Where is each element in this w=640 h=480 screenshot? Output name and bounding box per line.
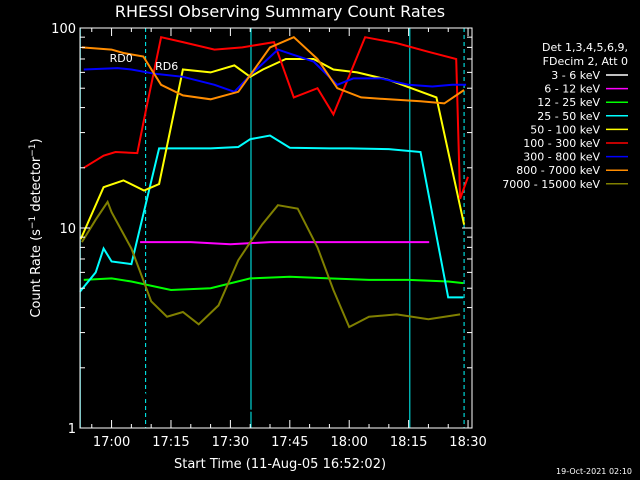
series-line-8: [81, 199, 461, 329]
legend-label-3: 25 - 50 keV: [537, 110, 600, 123]
legend-label-4: 50 - 100 keV: [530, 123, 600, 136]
legend: Det 1,3,4,5,6,9,FDecim 2, Att 03 - 6 keV…: [502, 41, 628, 191]
legend-header-1: FDecim 2, Att 0: [543, 55, 628, 68]
svg-text:Count Rate (s−1 detector−1): Count Rate (s−1 detector−1): [28, 138, 44, 317]
plot-area: RD0 RD6: [79, 28, 469, 428]
x-tick-label-6: 18:30: [449, 435, 486, 450]
chart-title: RHESSI Observing Summary Count Rates: [115, 2, 445, 21]
x-tick-label-0: 17:00: [93, 435, 130, 450]
x-tick-label-3: 17:45: [271, 435, 308, 450]
y-axis-label-end: ): [29, 138, 44, 143]
x-tick-label-5: 18:15: [390, 435, 427, 450]
y-axis-label-sup2: −1: [28, 143, 38, 156]
legend-label-7: 800 - 7000 keV: [516, 164, 600, 177]
legend-label-1: 6 - 12 keV: [544, 83, 600, 96]
legend-label-8: 7000 - 15000 keV: [502, 178, 600, 191]
y-tick-label-2: 100: [51, 22, 76, 37]
x-tick-label-2: 17:30: [212, 435, 249, 450]
y-axis-label-main: Count Rate (s: [29, 229, 44, 318]
annotation-rd6: RD6: [155, 60, 178, 73]
series-line-2: [83, 275, 464, 292]
y-axis-label-mid: detector: [29, 156, 44, 216]
axes: 17:00 17:15 17:30 17:45 18:00 18:15 18:30 1 10 10…: [51, 22, 487, 450]
series-line-1: [140, 241, 430, 246]
y-tick-label-1: 10: [59, 222, 76, 237]
legend-label-0: 3 - 6 keV: [551, 69, 600, 82]
series-line-3: [79, 134, 464, 299]
legend-label-5: 100 - 300 keV: [523, 137, 600, 150]
y-axis-label: Count Rate (s−1 detector−1): [28, 138, 44, 317]
legend-label-2: 12 - 25 keV: [537, 96, 600, 109]
x-tick-label-1: 17:15: [152, 435, 189, 450]
series-line-6: [83, 48, 467, 93]
series-line-7: [81, 36, 465, 105]
x-tick-label-4: 18:00: [330, 435, 367, 450]
annotation-rd0: RD0: [110, 52, 133, 65]
legend-header-0: Det 1,3,4,5,6,9,: [542, 41, 628, 54]
legend-label-6: 300 - 800 keV: [523, 151, 600, 164]
footer-timestamp: 19-Oct-2021 02:10: [556, 467, 632, 476]
series-line-0: [120, 366, 325, 414]
y-axis-label-sup1: −1: [28, 216, 38, 229]
series-line-5: [83, 36, 469, 200]
y-tick-label-0: 1: [68, 422, 76, 437]
x-axis-label: Start Time (11-Aug-05 16:52:02): [174, 457, 386, 472]
